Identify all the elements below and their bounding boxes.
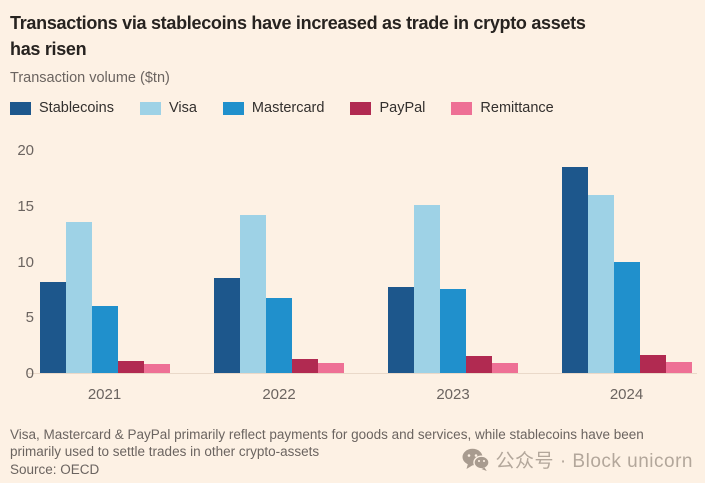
bar-mastercard-2024 <box>613 261 640 373</box>
bar-stablecoins-2022 <box>214 278 240 373</box>
legend-label: Mastercard <box>251 100 325 116</box>
bar-remittance-2023 <box>492 362 518 373</box>
legend-item-remittance: Remittance <box>451 100 554 116</box>
bar-stablecoins-2023 <box>388 287 414 373</box>
x-axis-label-2021: 2021 <box>87 386 122 403</box>
bar-mastercard-2023 <box>440 289 466 373</box>
bar-stablecoins-2021 <box>39 281 66 373</box>
legend-swatch-stablecoins <box>10 101 31 115</box>
watermark-text: 公众号 · Block unicorn <box>495 451 693 472</box>
bar-visa-2023 <box>414 204 440 373</box>
bar-paypal-2024 <box>639 355 666 373</box>
bar-chart: 0 5 10 15 20 2021 2022 2023 2024 <box>10 142 697 404</box>
chart-subtitle: Transaction volume ($tn) <box>10 70 170 86</box>
legend-item-paypal: PayPal <box>350 100 425 116</box>
chart-legend: Stablecoins Visa Mastercard PayPal Remittanc… <box>10 100 695 116</box>
y-axis-tick-10: 10 <box>17 253 34 271</box>
legend-swatch-visa <box>139 101 161 115</box>
bar-mastercard-2022 <box>266 298 292 373</box>
bar-remittance-2024 <box>665 361 692 373</box>
bar-group-2024 <box>561 151 692 373</box>
x-axis-label-2024: 2024 <box>609 386 644 403</box>
legend-swatch-mastercard <box>222 101 244 115</box>
bar-visa-2021 <box>65 222 92 373</box>
bar-paypal-2022 <box>292 358 318 373</box>
x-axis-label-2023: 2023 <box>436 386 470 403</box>
legend-swatch-paypal <box>350 101 372 115</box>
y-axis-tick-0: 0 <box>25 365 34 382</box>
legend-item-stablecoins: Stablecoins <box>10 100 114 116</box>
y-axis-tick-15: 15 <box>17 197 34 215</box>
bar-remittance-2022 <box>318 362 344 373</box>
bar-paypal-2021 <box>117 360 144 373</box>
bar-remittance-2021 <box>143 364 170 373</box>
legend-swatch-remittance <box>451 101 473 115</box>
chart-footer: Visa, Mastercard & PayPal primarily refl… <box>10 426 695 478</box>
bar-group-2023 <box>388 151 518 373</box>
bar-stablecoins-2024 <box>561 166 588 373</box>
bar-paypal-2023 <box>466 356 492 373</box>
legend-item-mastercard: Mastercard <box>222 100 325 116</box>
y-axis-tick-5: 5 <box>25 309 34 327</box>
legend-item-visa: Visa <box>139 100 197 116</box>
bar-group-2021 <box>39 151 170 373</box>
x-axis-label-2022: 2022 <box>262 386 296 403</box>
plot-area <box>28 151 697 374</box>
legend-label: PayPal <box>379 100 426 116</box>
bar-visa-2024 <box>587 194 614 373</box>
legend-label: Visa <box>168 100 197 116</box>
bar-group-2022 <box>214 151 344 373</box>
legend-label: Remittance <box>480 100 554 116</box>
watermark: 公众号 · Block unicorn <box>462 446 693 473</box>
bar-mastercard-2021 <box>91 306 118 373</box>
chart-caption: Visa, Mastercard & PayPal primarily refl… <box>10 427 644 459</box>
chart-source: Source: OECD <box>10 462 100 477</box>
chart-title: Transactions via stablecoins have increa… <box>10 13 586 59</box>
wechat-icon <box>462 448 489 471</box>
legend-label: Stablecoins <box>39 100 114 116</box>
y-axis-tick-20: 20 <box>17 142 34 159</box>
bar-visa-2022 <box>240 214 266 373</box>
